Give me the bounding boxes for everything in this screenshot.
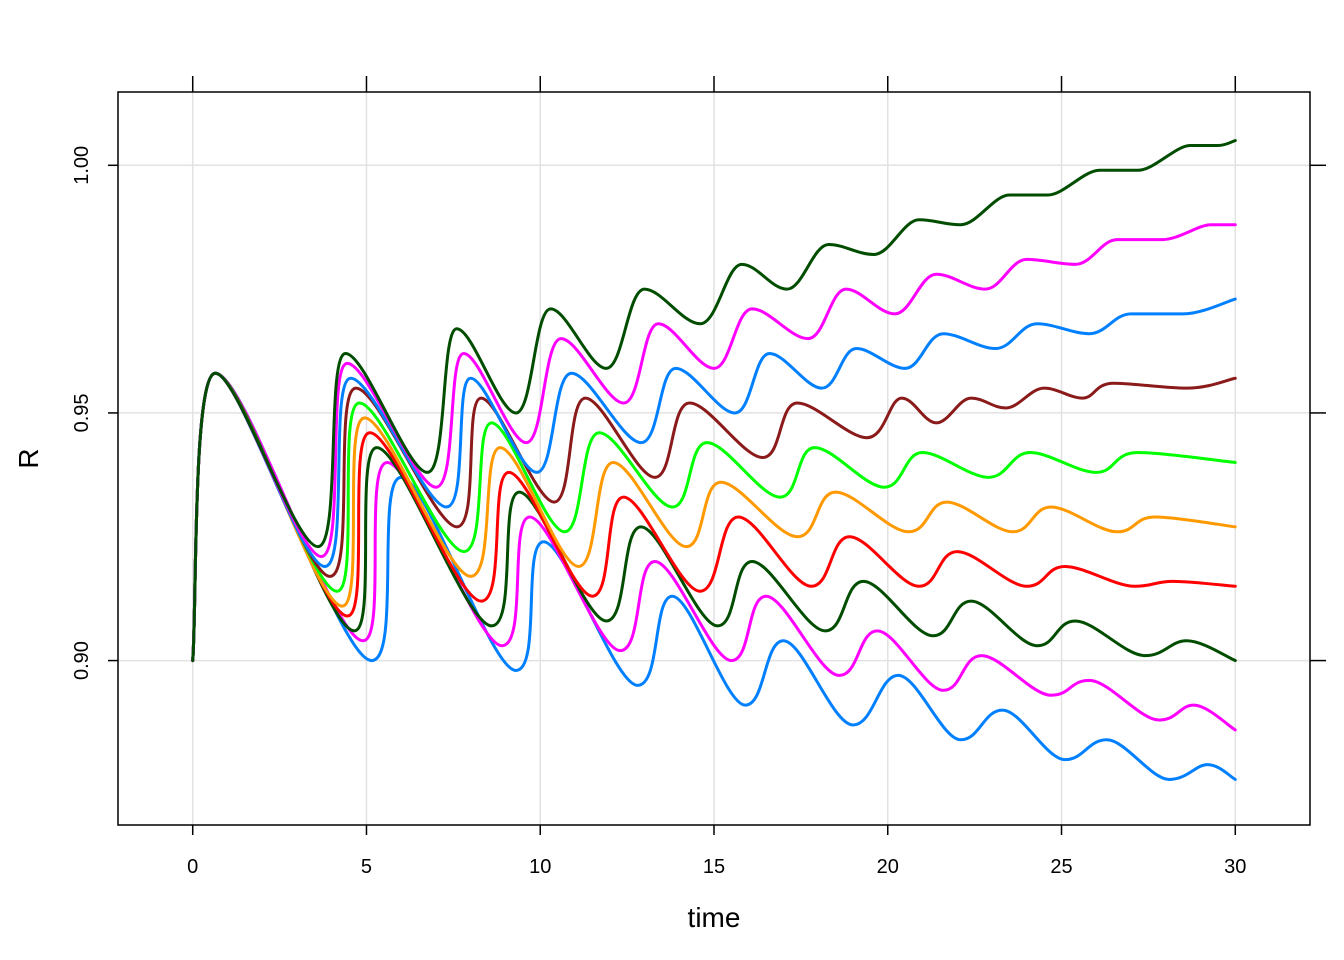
x-tick-label: 5 xyxy=(361,856,372,878)
y-axis: 0.90 0.95 1.00 xyxy=(71,146,1326,680)
y-tick-label: 1.00 xyxy=(71,146,93,185)
y-axis-label: R xyxy=(13,448,44,468)
x-tick-label: 10 xyxy=(529,856,551,878)
series-line-5 xyxy=(191,371,1237,663)
x-axis-label: time xyxy=(688,902,741,933)
grid xyxy=(118,92,1310,825)
series-line-10 xyxy=(191,139,1237,663)
series-line-3 xyxy=(191,371,1237,663)
series-line-2 xyxy=(191,371,1237,732)
series-line-8 xyxy=(191,297,1237,663)
series-line-4 xyxy=(191,371,1237,663)
y-tick-label: 0.90 xyxy=(71,641,93,680)
x-tick-label: 30 xyxy=(1224,856,1246,878)
x-tick-label: 0 xyxy=(187,856,198,878)
series-line-6 xyxy=(191,371,1237,663)
x-tick-label: 20 xyxy=(877,856,899,878)
series-line-1 xyxy=(191,371,1237,781)
x-tick-label: 25 xyxy=(1050,856,1072,878)
x-axis: 0 5 10 15 20 25 30 xyxy=(187,76,1246,878)
y-tick-label: 0.95 xyxy=(71,393,93,432)
x-tick-label: 15 xyxy=(703,856,725,878)
series-group xyxy=(191,139,1237,781)
series-line-9 xyxy=(191,223,1237,663)
series-line-7 xyxy=(191,371,1237,663)
